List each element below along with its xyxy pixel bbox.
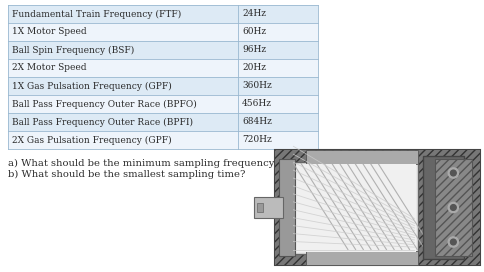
Text: 456Hz: 456Hz (242, 100, 272, 109)
Bar (238, 113, 318, 131)
Bar (8, 5, 238, 23)
Text: 24Hz: 24Hz (242, 10, 265, 18)
Bar (291, 162, 418, 254)
Bar (8, 41, 238, 59)
Bar (434, 159, 471, 256)
Bar (238, 59, 318, 77)
Text: Fundamental Train Frequency (FTF): Fundamental Train Frequency (FTF) (12, 10, 181, 18)
Bar (256, 203, 262, 212)
Bar (305, 150, 418, 164)
Text: Ball Spin Frequency (BSF): Ball Spin Frequency (BSF) (12, 45, 134, 55)
Circle shape (450, 239, 455, 245)
Circle shape (447, 237, 457, 247)
Bar (8, 95, 238, 113)
Text: Ball Pass Frequency Outer Race (BPFO): Ball Pass Frequency Outer Race (BPFO) (12, 100, 197, 109)
Bar (238, 23, 318, 41)
Text: b) What should be the smallest sampling time?: b) What should be the smallest sampling … (8, 169, 245, 178)
Circle shape (450, 205, 455, 210)
Text: 2X Motor Speed: 2X Motor Speed (12, 63, 86, 73)
Bar (254, 197, 283, 218)
Bar (8, 59, 238, 77)
Text: Ball Pass Frequency Outer Race (BPFI): Ball Pass Frequency Outer Race (BPFI) (12, 118, 193, 126)
Text: 1X Motor Speed: 1X Motor Speed (12, 27, 87, 36)
Bar (274, 150, 479, 265)
Text: 720Hz: 720Hz (242, 135, 271, 144)
Text: 360Hz: 360Hz (242, 82, 271, 91)
Bar (238, 41, 318, 59)
Bar (8, 131, 238, 149)
Bar (238, 5, 318, 23)
Bar (293, 163, 416, 252)
Circle shape (450, 170, 455, 176)
Text: 2X Gas Pulsation Frequency (GPF): 2X Gas Pulsation Frequency (GPF) (12, 135, 171, 144)
Bar (8, 77, 238, 95)
Text: a) What should be the minimum sampling frequency?: a) What should be the minimum sampling f… (8, 158, 279, 168)
Text: 96Hz: 96Hz (242, 45, 266, 54)
Bar (238, 95, 318, 113)
Bar (274, 150, 479, 265)
Text: 1X Gas Pulsation Frequency (GPF): 1X Gas Pulsation Frequency (GPF) (12, 81, 171, 91)
Circle shape (447, 202, 457, 213)
Text: 20Hz: 20Hz (242, 63, 265, 73)
Bar (238, 77, 318, 95)
Bar (8, 23, 238, 41)
Bar (238, 131, 318, 149)
Bar (278, 159, 295, 256)
Text: 60Hz: 60Hz (242, 27, 266, 36)
Circle shape (447, 168, 457, 178)
Bar (8, 113, 238, 131)
Bar (305, 251, 418, 265)
Bar (422, 156, 463, 259)
Text: 684Hz: 684Hz (242, 118, 272, 126)
